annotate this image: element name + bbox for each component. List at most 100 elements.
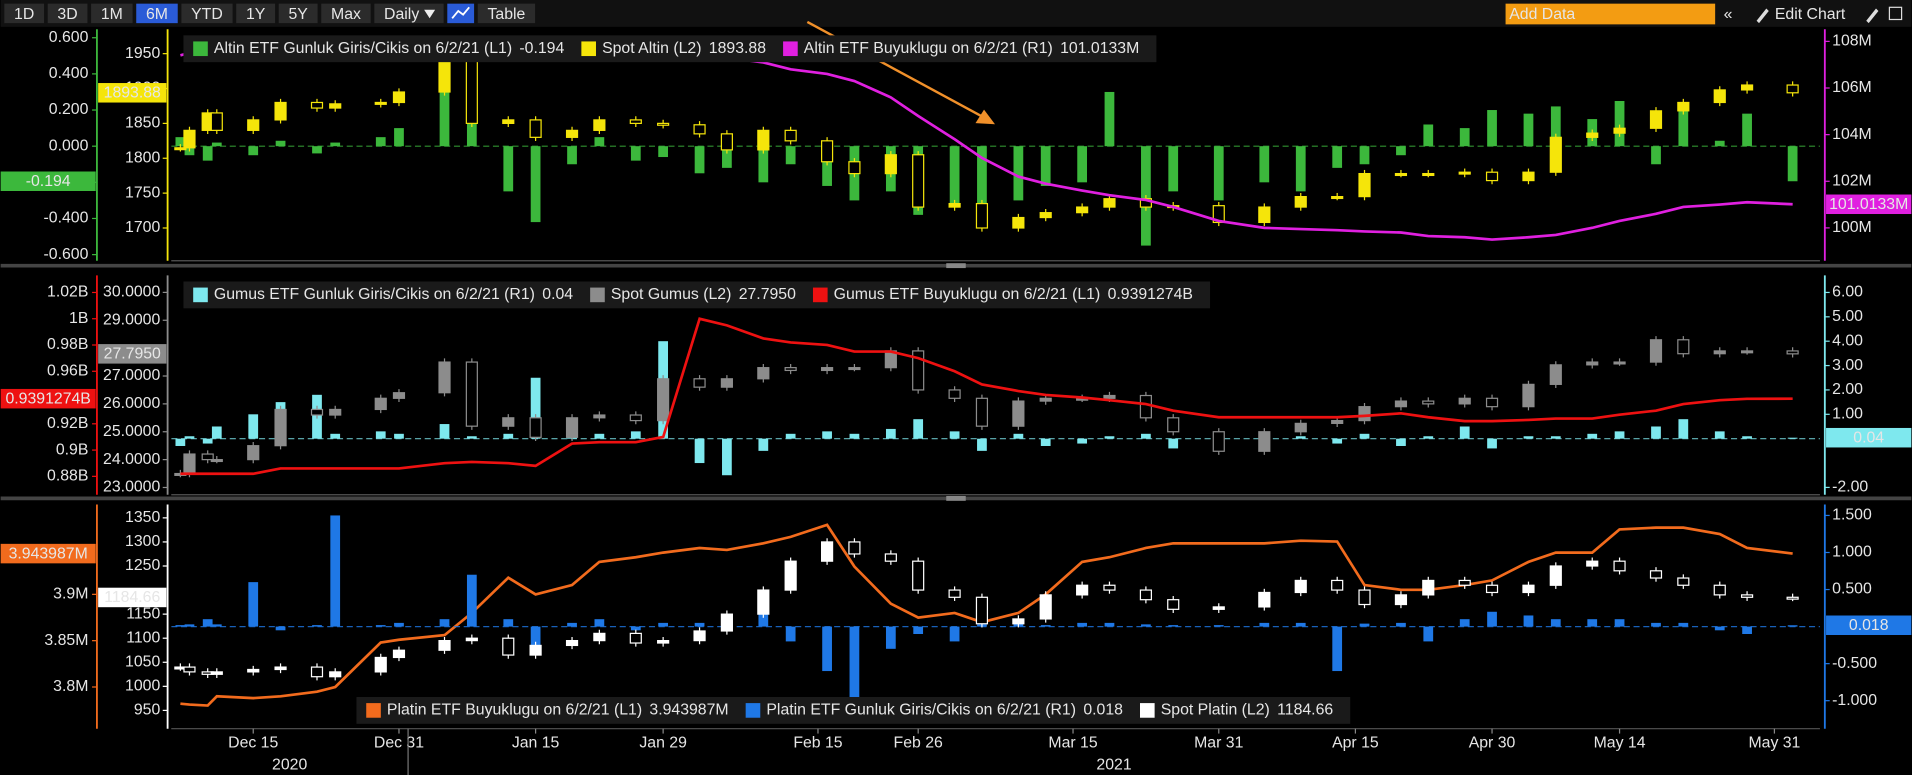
candle	[274, 408, 287, 447]
x-tick-label: Mar 31	[1194, 735, 1243, 752]
y-tick-label: 1700	[125, 219, 160, 236]
size-line	[180, 317, 1793, 476]
flow-bar	[694, 438, 705, 464]
y-tick-label: 24.0000	[103, 451, 160, 468]
candle	[1713, 89, 1726, 104]
divider-handle[interactable]	[946, 263, 966, 269]
range-button[interactable]	[236, 3, 276, 24]
range-button-label: 1M	[101, 6, 123, 23]
flow-bar	[1651, 146, 1661, 165]
candle	[1212, 205, 1225, 224]
candle	[329, 671, 342, 678]
candle	[329, 408, 342, 416]
flow-bar	[758, 438, 769, 451]
candle	[1039, 594, 1052, 620]
flow-bar	[1104, 436, 1115, 439]
x-tick-label: Jan 15	[512, 735, 560, 752]
flow-bar	[885, 626, 896, 649]
candle	[720, 133, 733, 151]
add-data-input[interactable]	[1505, 3, 1716, 25]
last-value-tag	[0, 388, 96, 409]
flow-bar	[630, 626, 641, 631]
table-button-label: Table	[488, 6, 526, 23]
candle	[1458, 579, 1471, 586]
divider-handle[interactable]	[946, 495, 966, 501]
y-tick-label: 1300	[125, 533, 160, 550]
y-tick-label: 1850	[125, 115, 160, 132]
candle	[247, 668, 260, 673]
candle	[174, 147, 187, 151]
candle	[784, 560, 797, 591]
candle	[1103, 394, 1116, 399]
range-button[interactable]	[4, 3, 45, 24]
range-button[interactable]	[91, 3, 133, 24]
range-button[interactable]	[47, 3, 88, 24]
flow-bar	[1487, 438, 1497, 449]
flow-bar	[1295, 622, 1306, 627]
candle	[1076, 584, 1089, 596]
y-tick-label: 26.0000	[103, 395, 160, 412]
edit-chart-button[interactable]: Edit Chart	[1775, 6, 1846, 23]
table-button[interactable]	[477, 3, 536, 24]
range-button-label: YTD	[191, 6, 223, 23]
candle	[784, 129, 797, 142]
flow-bar	[1742, 113, 1752, 147]
legend-value: 3.943987M	[649, 702, 728, 719]
flow-bar	[722, 438, 732, 476]
flow-bar	[758, 146, 769, 183]
flow-bar	[439, 424, 450, 439]
frequency-button[interactable]	[374, 3, 444, 24]
collapse-icon: «	[1724, 6, 1733, 23]
candle	[1649, 110, 1663, 129]
flow-bar	[439, 64, 450, 147]
flow-bar	[785, 146, 796, 165]
flow-bar	[1423, 626, 1434, 642]
flow-bar	[1040, 625, 1051, 627]
candle	[1677, 339, 1690, 355]
candle	[247, 445, 260, 461]
legend-name: Gumus ETF Gunluk Giris/Cikis on 6/2/21 (…	[214, 286, 535, 303]
candle	[183, 453, 196, 475]
candle	[693, 630, 706, 642]
last-value-tag-label: 101.0133M	[1829, 196, 1908, 213]
candle	[529, 417, 542, 438]
flow-bar	[1396, 146, 1406, 156]
range-button[interactable]	[181, 3, 233, 24]
candle	[1167, 599, 1180, 610]
flow-bar	[849, 433, 860, 439]
y-tick-label: 30.0000	[103, 284, 160, 301]
flow-bar	[822, 146, 832, 186]
candle	[912, 154, 925, 208]
range-button-label: 1D	[14, 6, 34, 23]
last-value-tag-label: -0.194	[26, 173, 71, 190]
y-tick-label: 0.88B	[47, 468, 88, 485]
flow-bar	[1259, 146, 1270, 183]
candle	[784, 367, 797, 372]
year-label: 2021	[1096, 756, 1131, 773]
legend-swatch	[581, 41, 596, 57]
candle	[1649, 339, 1663, 363]
candle	[1331, 579, 1344, 591]
x-tick-label: Dec 15	[228, 735, 278, 752]
candle	[210, 671, 223, 675]
y-tick-label: 1750	[125, 184, 160, 201]
x-tick-label: Mar 15	[1048, 735, 1097, 752]
y-tick-label: 104M	[1832, 126, 1872, 143]
y-tick-label: 3.9M	[53, 586, 88, 603]
legend-swatch	[590, 287, 605, 303]
range-button[interactable]	[321, 3, 371, 24]
flow-bar	[785, 626, 796, 642]
range-button[interactable]	[136, 3, 178, 24]
range-button[interactable]	[278, 3, 318, 24]
y-tick-label: 3.8M	[53, 678, 88, 695]
flow-bar	[694, 146, 705, 174]
y-tick-label: 0.600	[49, 29, 89, 46]
flow-bar	[202, 438, 213, 444]
last-value-tag	[98, 344, 167, 364]
flow-bar	[394, 433, 404, 439]
flow-bar	[949, 146, 960, 205]
y-tick-label: 102M	[1832, 172, 1872, 189]
last-value-tag-label: 1893.88	[104, 85, 161, 102]
candle	[392, 392, 406, 399]
candle	[1012, 400, 1025, 427]
